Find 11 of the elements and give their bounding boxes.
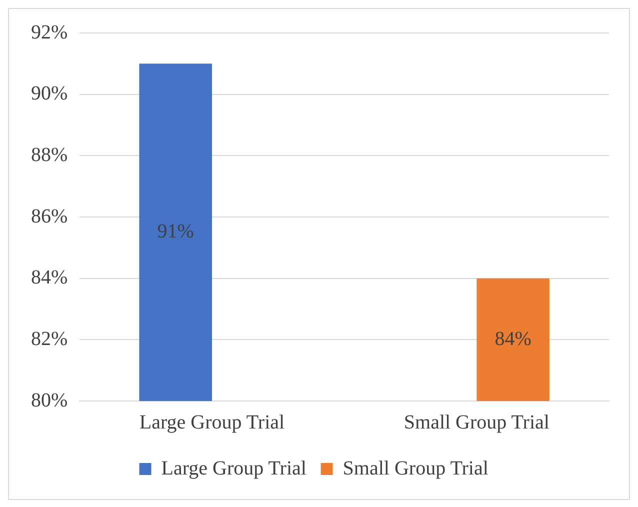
y-tick-label: 80%: [30, 389, 68, 412]
y-tick-label: 92%: [30, 21, 68, 44]
y-tick-label: 84%: [30, 266, 68, 289]
y-tick-label: 82%: [30, 328, 68, 350]
y-tick-label: 88%: [30, 144, 68, 166]
y-tick-label: 90%: [30, 82, 68, 105]
data-label: 91%: [157, 220, 194, 243]
data-label: 84%: [494, 328, 532, 350]
legend-label: Small Group Trial: [342, 457, 489, 480]
legend-label: Large Group Trial: [161, 457, 307, 480]
y-tick-label: 86%: [30, 205, 68, 228]
